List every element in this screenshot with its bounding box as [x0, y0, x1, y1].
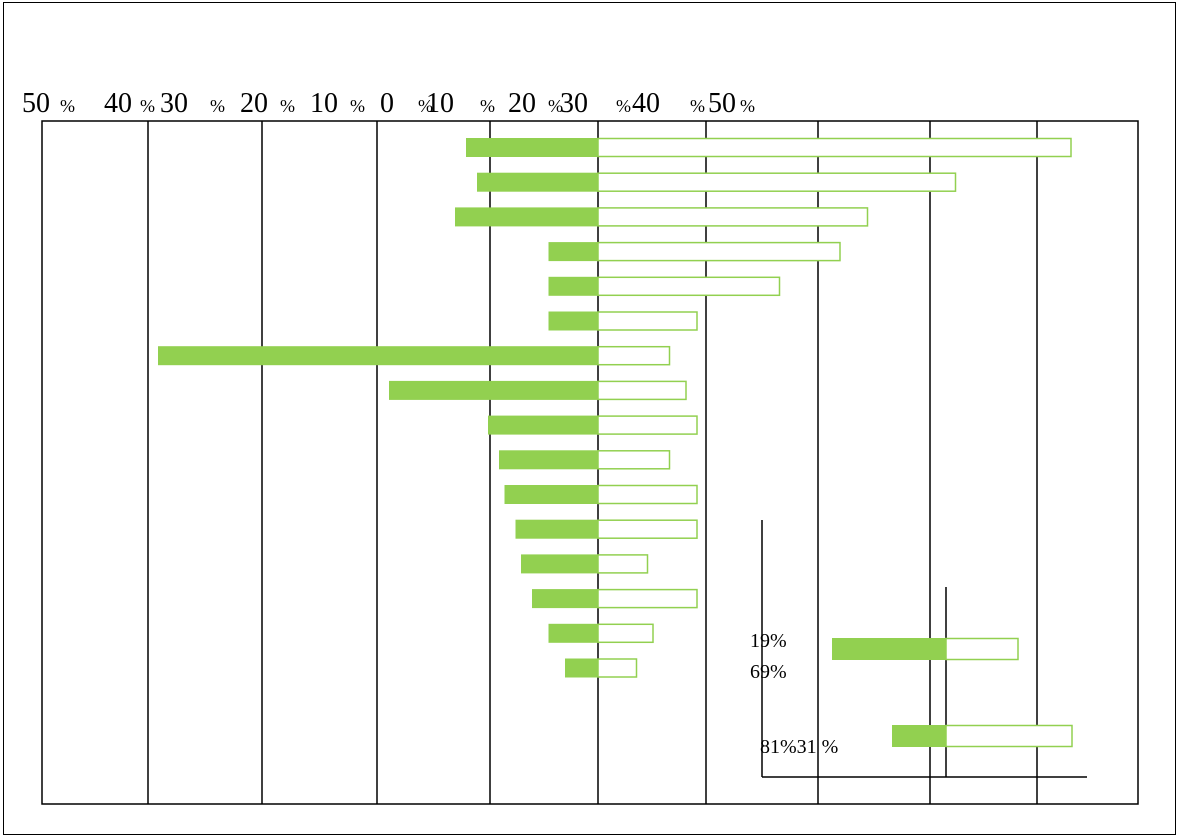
bar-positive-7	[597, 380, 687, 401]
inset-bar-negative-1	[892, 725, 946, 747]
bar-positive-6	[597, 345, 671, 366]
x-tick-label-8: 30	[560, 88, 588, 119]
x-tick-unit-4: %	[350, 96, 365, 116]
bar-negative-4	[548, 276, 598, 296]
chart-frame	[3, 2, 1176, 835]
bar-negative-14	[548, 623, 598, 643]
bar-positive-9	[597, 450, 671, 470]
bar-positive-3	[597, 241, 841, 262]
x-tick-label-3: 20	[240, 88, 268, 119]
x-tick-unit-1: %	[140, 96, 155, 116]
x-tick-label-1: 40	[104, 88, 132, 119]
grid-lines	[147, 121, 1038, 804]
bar-negative-5	[548, 311, 598, 331]
bar-negative-2	[455, 207, 598, 227]
x-tick-label-4: 10	[310, 88, 338, 119]
bar-positive-14	[597, 623, 654, 644]
x-tick-label-10: 50	[708, 88, 736, 119]
x-tick-unit-6: %	[480, 96, 495, 116]
x-tick-label-7: 20	[508, 88, 536, 119]
x-tick-unit-8: %	[616, 96, 631, 116]
inset-chart: 19% 69% 81%31 %	[750, 520, 1087, 778]
bar-positive-8	[597, 415, 698, 435]
x-tick-unit-2: %	[210, 96, 225, 116]
inset-label-1: 69%	[750, 661, 787, 683]
bar-positive-13	[597, 588, 698, 609]
bar-negative-12	[521, 554, 598, 574]
x-tick-unit-10: %	[740, 96, 755, 116]
x-tick-label-2: 30	[160, 88, 188, 119]
bar-negative-15	[565, 658, 598, 678]
bar-negative-3	[548, 242, 598, 262]
inset-bar-positive-1	[945, 724, 1073, 748]
bar-negative-6	[158, 346, 598, 366]
bar-negative-0	[466, 138, 598, 157]
bar-negative-13	[532, 589, 598, 609]
bar-negative-11	[515, 519, 598, 539]
plot-area-border	[41, 120, 1139, 805]
bar-positive-2	[597, 207, 869, 227]
x-tick-unit-9: %	[690, 96, 705, 116]
x-tick-unit-5: %	[418, 96, 433, 116]
bars	[158, 137, 1072, 678]
x-tick-label-0: 50	[22, 88, 50, 119]
inset-label-0: 19%	[750, 630, 787, 652]
inset-bar-positive-0	[945, 637, 1019, 661]
x-tick-label-6: 10	[426, 88, 454, 119]
tick-labels: 50% 40% 30% 20% 10% 0 %10% 20 %30% 40% 50%	[22, 88, 755, 119]
bar-positive-15	[597, 658, 638, 678]
inset-label-2: 81%31 %	[760, 736, 838, 758]
bar-negative-9	[499, 450, 598, 470]
bar-positive-5	[597, 311, 698, 331]
bar-negative-8	[488, 415, 598, 435]
inset-bar-negative-0	[832, 638, 946, 660]
x-tick-unit-7: %	[548, 96, 563, 116]
bar-negative-7	[389, 380, 598, 400]
x-tick-unit-3: %	[280, 96, 295, 116]
bar-positive-10	[597, 484, 698, 505]
bar-positive-0	[597, 137, 1072, 158]
bar-negative-1	[477, 172, 598, 192]
bar-negative-10	[504, 485, 598, 504]
bar-positive-1	[597, 172, 957, 192]
x-tick-label-9: 40	[632, 88, 660, 119]
bar-positive-12	[597, 554, 649, 574]
bar-positive-4	[597, 276, 781, 297]
x-tick-label-5: 0	[380, 88, 394, 119]
bar-positive-11	[597, 519, 698, 539]
x-tick-unit-0: %	[60, 96, 75, 116]
